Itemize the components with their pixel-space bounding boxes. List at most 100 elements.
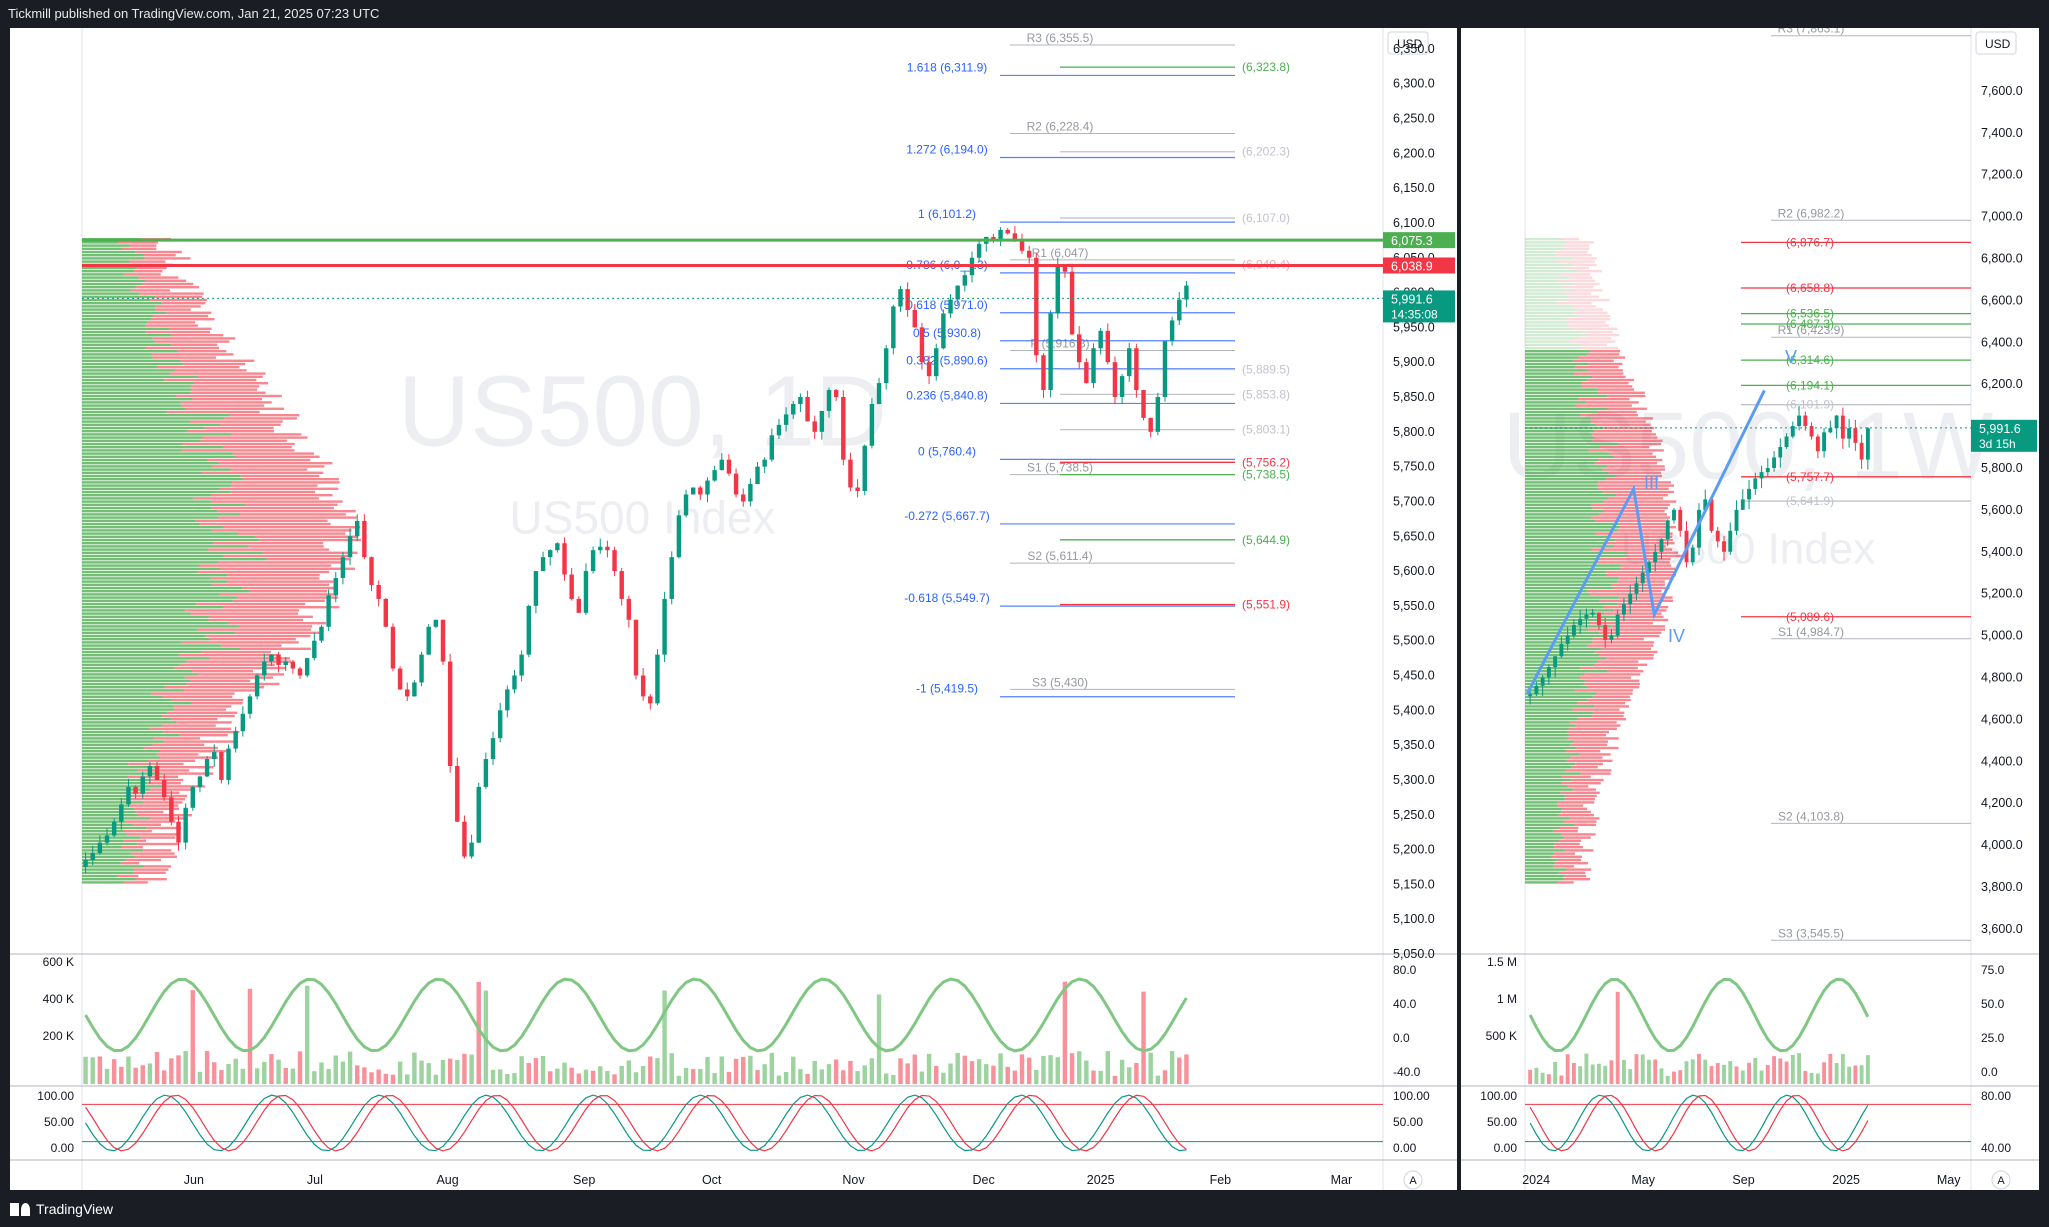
- candle-body: [1603, 625, 1608, 640]
- daily-chart-panel[interactable]: USD US500, 1D US500 Index 6,350.0 6,300.0 6,2…: [10, 28, 1457, 1190]
- candle-body: [1048, 313, 1053, 391]
- volume-profile-bar-down: [129, 244, 157, 247]
- volume-profile-bar-down: [193, 497, 319, 500]
- volume-profile-bar-up: [82, 340, 155, 343]
- candle-body: [540, 557, 546, 572]
- volume-bar: [676, 1075, 682, 1084]
- candle-body: [712, 470, 717, 481]
- volume-profile-bar-down: [1575, 762, 1603, 766]
- volume-profile-bar-up: [1525, 660, 1598, 663]
- tradingview-logo-icon: [10, 1202, 30, 1216]
- volume-profile-bar-down: [219, 593, 334, 596]
- volume-profile-bar-down: [166, 311, 212, 314]
- fib-label: 0.382 (5,890.6): [906, 354, 987, 368]
- candle-body: [826, 390, 832, 411]
- candle-body: [640, 675, 646, 697]
- volume-profile-bar-down: [1568, 321, 1606, 324]
- volume-profile-bar-down: [179, 663, 275, 666]
- volume-profile-bar-up: [82, 474, 241, 478]
- volume-profile-bar-up: [1525, 634, 1618, 638]
- volume-profile-bar-up: [1525, 810, 1562, 814]
- volume-profile-bar-up: [82, 798, 131, 801]
- volume-profile-bar-up: [82, 858, 127, 862]
- price-axis-tick-label: 7,200.0: [1981, 168, 2023, 182]
- candle-body: [598, 546, 603, 551]
- volume-profile-bar-up: [1525, 481, 1599, 484]
- volume-bar: [362, 1067, 367, 1084]
- volume-profile-bar-up: [82, 871, 133, 874]
- volume-profile-bar-down: [180, 401, 272, 404]
- volume-profile-bar-down: [1556, 302, 1592, 305]
- volume-profile-bar-up: [1525, 737, 1568, 740]
- volume-profile-bar-down: [242, 478, 339, 481]
- pivot-label: S2 (4,103.8): [1778, 809, 1844, 823]
- volume-profile-bar-down: [1592, 641, 1655, 644]
- elliott-wave-path: [1525, 389, 1766, 695]
- volume-bar: [805, 1074, 810, 1084]
- volume-bar: [555, 1068, 560, 1084]
- level-label: (6,536.5): [1786, 307, 1834, 321]
- volume-profile-bar-down: [1554, 862, 1588, 865]
- volume-profile-bar-down: [176, 721, 232, 724]
- candle-body: [690, 487, 696, 495]
- tradingview-logo[interactable]: TradingView: [10, 1201, 113, 1217]
- volume-profile-bar-up: [82, 807, 134, 810]
- volume-profile-bar-up: [1525, 657, 1607, 660]
- volume-profile-bar-up: [1525, 318, 1567, 321]
- level-label: (5,756.2): [1242, 455, 1290, 469]
- volume-bar: [726, 1071, 732, 1084]
- price-axis-tick-label: 5,250.0: [1393, 808, 1435, 822]
- price-axis-tick-label: 4,400.0: [1981, 754, 2023, 768]
- candle-body: [1528, 694, 1533, 697]
- volume-profile-bar-down: [245, 503, 338, 506]
- volume-profile-bar-down: [1557, 881, 1574, 884]
- candle-body: [204, 759, 210, 777]
- volume-profile-bar-up: [1525, 455, 1615, 458]
- volume-bar: [512, 1073, 517, 1084]
- volume-profile-bar-up: [1525, 484, 1598, 487]
- right-levels: (6,876.7) (6,658.8) (6,536.5)(6,487.3) (6,3…: [1741, 235, 1971, 624]
- volume-profile-bar-down: [223, 606, 340, 609]
- volume-profile-bar-up: [82, 289, 131, 292]
- volume-bar: [197, 1071, 203, 1084]
- volume-bar: [1765, 1065, 1770, 1084]
- volume-profile-bar-up: [1525, 490, 1604, 494]
- volume-profile-bar-down: [1574, 689, 1633, 692]
- volume-profile-bar-up: [1525, 615, 1620, 618]
- candle-body: [1084, 362, 1089, 384]
- candle-body: [169, 797, 174, 822]
- volume-profile-bar-up: [1525, 750, 1567, 753]
- volume-profile-bar-down: [143, 746, 218, 750]
- chart-frame: USD: [1461, 28, 2039, 1190]
- candle-body: [1076, 334, 1082, 363]
- volume-profile-bar-down: [1578, 314, 1611, 318]
- candle-body: [1019, 240, 1025, 251]
- candle-body: [755, 466, 760, 485]
- volume-profile-bar-down: [147, 321, 196, 324]
- time-axis-label: Feb: [1210, 1173, 1232, 1187]
- volume-profile-bar-down: [123, 830, 152, 833]
- candle-body: [455, 766, 460, 822]
- pivot-label: S2 (5,611.4): [1027, 549, 1092, 563]
- volume-profile-bar-down: [1597, 391, 1645, 394]
- volume-bar: [612, 1074, 617, 1084]
- volume-profile-bar-up: [1525, 718, 1578, 721]
- volume-profile-bar-up: [1525, 663, 1594, 666]
- weekly-chart-panel[interactable]: USD US500, 1W US500 Index 7,600.0 7,400.0 7,2…: [1461, 22, 2039, 1190]
- volume-profile-bar-down: [210, 494, 333, 497]
- volume-profile-bar-up: [82, 378, 165, 382]
- daily-chart-svg[interactable]: USD US500, 1D US500 Index 6,350.0 6,300.0 6,2…: [10, 28, 1457, 1190]
- volume-profile-bar-down: [1619, 526, 1676, 529]
- volume-profile-bar-down: [1551, 855, 1582, 858]
- volume-profile-bar-down: [1590, 350, 1621, 353]
- pivot-label: P (5,916.8): [1030, 336, 1089, 350]
- volume-profile-bar-down: [149, 298, 207, 302]
- volume-profile-bar-up: [1525, 519, 1596, 522]
- volume-profile-bar-down: [204, 426, 274, 430]
- candle-body: [505, 689, 510, 711]
- level-label: (6,323.8): [1242, 60, 1290, 74]
- volume-profile-bar-up: [82, 689, 185, 692]
- volume-profile-bar-up: [82, 292, 140, 295]
- volume-profile-bar-up: [82, 465, 212, 468]
